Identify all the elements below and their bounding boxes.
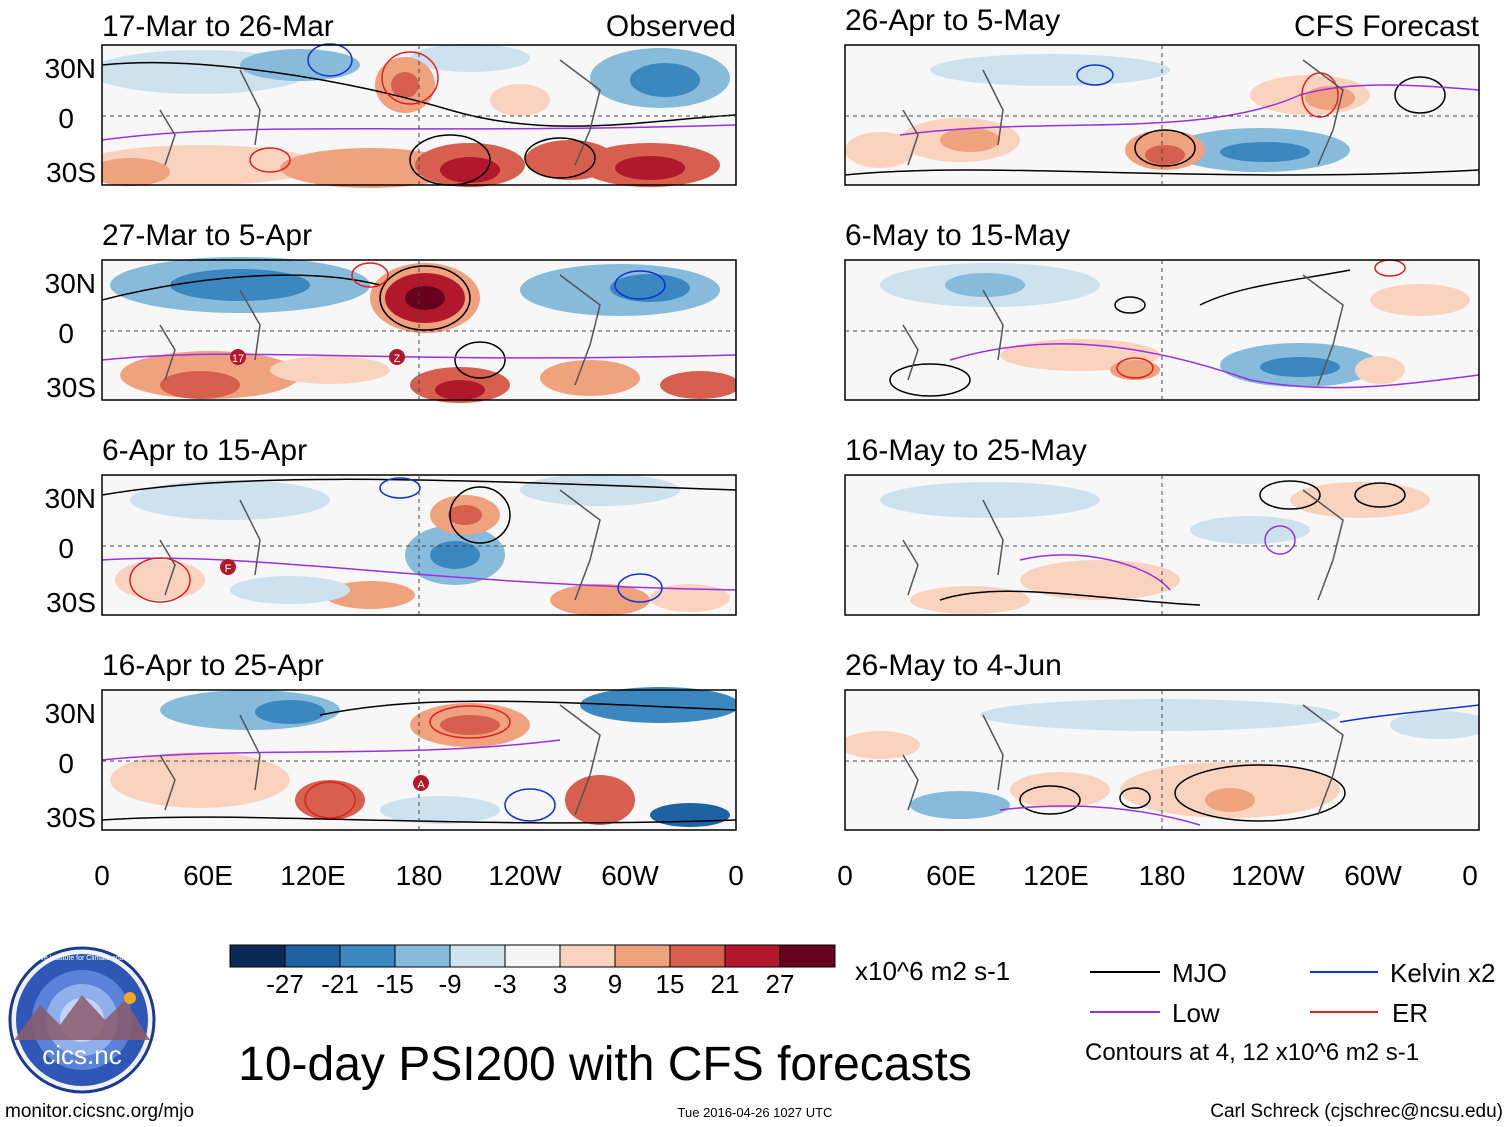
colorbar-swatch: [229, 944, 286, 968]
storm-marker: A: [413, 775, 429, 791]
lat-label: 30S: [46, 587, 96, 618]
storm-marker: 17: [230, 349, 246, 365]
contours-note: Contours at 4, 12 x10^6 m2 s-1: [1085, 1039, 1419, 1066]
lat-labels-left: 30N 0 30S 30N 0 30S 30N 0 30S 30N 0 30S: [45, 53, 96, 833]
lon-label: 0: [837, 860, 853, 891]
map-panel: 17-Mar to 26-Mar Observed: [101, 10, 737, 188]
map-panel: 26-May to 4-Jun: [844, 649, 1480, 831]
colorbar-tick-label: 21: [711, 969, 740, 999]
colorbar-swatch: [449, 944, 506, 968]
lon-label: 60E: [926, 860, 976, 891]
lon-label: 0: [94, 860, 110, 891]
map-panel: 16-Apr to 25-Apr A: [101, 649, 737, 831]
lon-label: 120E: [280, 860, 345, 891]
colorbar-tick-label: 27: [766, 969, 795, 999]
cics-logo: cics.nc Cooperative Institute for Climat…: [8, 946, 156, 1094]
footer-author: Carl Schreck (cjschrec@ncsu.edu): [1210, 1101, 1503, 1122]
panel-title: 17-Mar to 26-Mar: [102, 10, 334, 43]
legend-item-kelvin: Kelvin x2: [1310, 958, 1496, 988]
colorbar-swatch: [284, 944, 341, 968]
legend-item-low: Low: [1090, 998, 1220, 1028]
colorbar-tick-label: -15: [376, 969, 414, 999]
legend-label: ER: [1392, 998, 1428, 1028]
legend-label: Kelvin x2: [1390, 958, 1496, 988]
footer-url: monitor.cicsnc.org/mjo: [5, 1101, 194, 1122]
colorbar: -27 -21 -15 -9 -3 3 9 15 21 27 x10^6 m2 s-1: [229, 944, 1010, 999]
logo-text: cics.nc: [42, 1040, 121, 1070]
map-panel: 6-Apr to 15-Apr F: [101, 434, 737, 616]
column-label-forecast: CFS Forecast: [1294, 10, 1480, 43]
logo-ring-text: Cooperative Institute for Climate and Sa…: [10, 955, 154, 962]
lon-label: 120W: [488, 860, 562, 891]
colorbar-swatch: [504, 944, 561, 968]
legend-item-er: ER: [1310, 998, 1428, 1028]
lon-label: 120E: [1023, 860, 1088, 891]
lon-label: 180: [396, 860, 443, 891]
lat-label: 0: [58, 103, 74, 134]
main-title: 10-day PSI200 with CFS forecasts: [238, 1038, 972, 1091]
panel-title: 26-Apr to 5-May: [845, 4, 1060, 37]
panel-title: 6-Apr to 15-Apr: [102, 434, 307, 467]
storm-marker: Z: [389, 349, 405, 365]
storm-marker-label: F: [225, 563, 232, 575]
lat-label: 30N: [45, 483, 96, 514]
colorbar-units: x10^6 m2 s-1: [855, 956, 1010, 986]
lon-label: 60E: [183, 860, 233, 891]
colorbar-swatch: [614, 944, 671, 968]
lat-label: 0: [58, 748, 74, 779]
lat-label: 30N: [45, 698, 96, 729]
legend-label: Low: [1172, 998, 1220, 1028]
map-panel: 6-May to 15-May: [844, 219, 1480, 401]
colorbar-swatch: [669, 944, 726, 968]
lon-label: 60W: [601, 860, 659, 891]
storm-marker-label: A: [417, 779, 425, 791]
colorbar-tick-label: -9: [438, 969, 461, 999]
lat-label: 30N: [45, 53, 96, 84]
lon-labels-right: 0 60E 120E 180 120W 60W 0: [837, 860, 1478, 891]
lat-label: 30N: [45, 268, 96, 299]
lat-label: 0: [58, 318, 74, 349]
panel-title: 26-May to 4-Jun: [845, 649, 1062, 682]
map-panel: 16-May to 25-May: [844, 434, 1480, 616]
map-panel: 27-Mar to 5-Apr: [101, 219, 737, 403]
lon-labels-left: 0 60E 120E 180 120W 60W 0: [94, 860, 744, 891]
colorbar-swatch: [394, 944, 451, 968]
lat-label: 30S: [46, 157, 96, 188]
panel-title: 27-Mar to 5-Apr: [102, 219, 312, 252]
storm-marker-label: Z: [394, 353, 401, 365]
colorbar-tick-label: -27: [266, 969, 304, 999]
colorbar-swatch: [724, 944, 781, 968]
column-label-observed: Observed: [606, 10, 736, 43]
colorbar-tick-label: -21: [321, 969, 359, 999]
lon-label: 60W: [1344, 860, 1402, 891]
colorbar-swatch: [339, 944, 396, 968]
colorbar-swatch: [559, 944, 616, 968]
lat-label: 30S: [46, 372, 96, 403]
colorbar-tick-label: 3: [553, 969, 567, 999]
map-panel: 26-Apr to 5-May CFS Forecast: [844, 4, 1480, 186]
lon-label: 120W: [1231, 860, 1305, 891]
legend-label: MJO: [1172, 958, 1227, 988]
colorbar-tick-label: 15: [656, 969, 685, 999]
storm-marker-label: 17: [232, 353, 244, 365]
legend-item-mjo: MJO: [1090, 958, 1227, 988]
panel-title: 16-May to 25-May: [845, 434, 1087, 467]
storm-marker: F: [220, 559, 236, 575]
colorbar-swatch: [779, 944, 836, 968]
footer-timestamp: Tue 2016-04-26 1027 UTC: [678, 1105, 833, 1120]
panel-title: 6-May to 15-May: [845, 219, 1070, 252]
colorbar-tick-label: 9: [608, 969, 622, 999]
legend: MJO Kelvin x2 Low ER Contours at 4, 12 x…: [1085, 958, 1496, 1066]
lat-label: 0: [58, 533, 74, 564]
lon-label: 0: [728, 860, 744, 891]
panel-title: 16-Apr to 25-Apr: [102, 649, 324, 682]
lon-label: 180: [1139, 860, 1186, 891]
colorbar-tick-label: -3: [493, 969, 516, 999]
lon-label: 0: [1462, 860, 1478, 891]
lat-label: 30S: [46, 802, 96, 833]
